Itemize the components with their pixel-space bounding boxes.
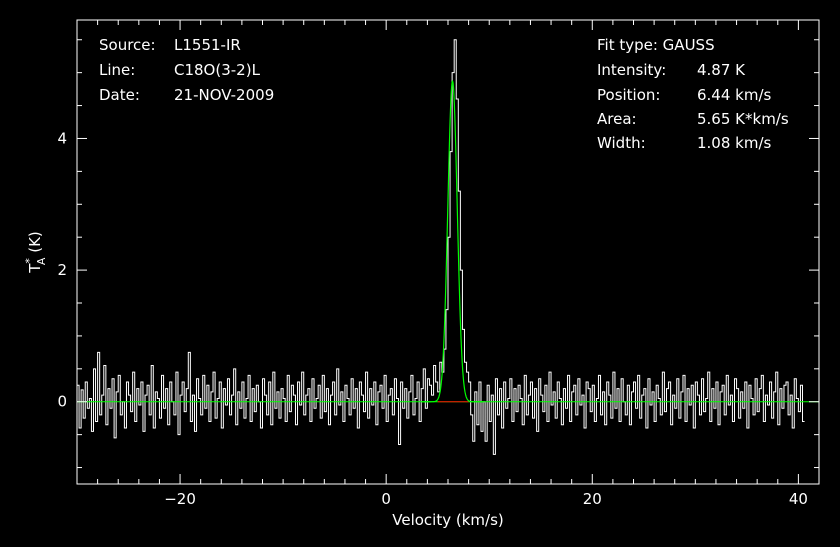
y-axis-label-group: T*A (K)	[23, 231, 48, 274]
x-axis-label: Velocity (km/s)	[392, 511, 503, 529]
fit-area-value: 5.65 K*km/s	[697, 110, 789, 128]
x-tick-label: 0	[381, 490, 391, 508]
y-axis-label-sup: *	[23, 258, 36, 264]
x-tick-label: 20	[583, 490, 602, 508]
y-tick-label: 2	[57, 261, 67, 279]
info-source-key: Source:	[99, 36, 156, 54]
y-axis-label: T*A (K)	[23, 231, 48, 274]
info-line-key: Line:	[99, 61, 135, 79]
y-axis-label-sub: A	[35, 257, 48, 265]
info-left-block: Source: L1551-IR Line: C18O(3-2)L Date: …	[99, 36, 274, 104]
gaussian-fit-curve	[421, 79, 484, 403]
fit-position-key: Position:	[597, 86, 660, 104]
y-tick-label: 0	[57, 393, 67, 411]
y-tick-label: 4	[57, 129, 67, 147]
fit-type-label: Fit type: GAUSS	[597, 36, 715, 54]
fit-width-key: Width:	[597, 134, 646, 152]
fit-area-key: Area:	[597, 110, 637, 128]
fit-intensity-key: Intensity:	[597, 61, 666, 79]
y-axis-label-main: T	[26, 263, 44, 274]
info-date-value: 21-NOV-2009	[174, 86, 274, 104]
axis-ticks: −20 0 20 40 0 2 4	[57, 20, 820, 508]
info-right-block: Fit type: GAUSS Intensity: 4.87 K Positi…	[597, 36, 789, 152]
fit-width-value: 1.08 km/s	[697, 134, 772, 152]
x-tick-label: 40	[789, 490, 808, 508]
info-date-key: Date:	[99, 86, 140, 104]
spectrum-line	[77, 39, 805, 455]
fit-position-value: 6.44 km/s	[697, 86, 772, 104]
info-source-value: L1551-IR	[174, 36, 241, 54]
fit-intensity-value: 4.87 K	[697, 61, 746, 79]
y-axis-label-unit: (K)	[26, 231, 44, 257]
plot-marks	[77, 39, 819, 455]
info-line-value: C18O(3-2)L	[174, 61, 261, 79]
x-tick-label: −20	[164, 490, 196, 508]
